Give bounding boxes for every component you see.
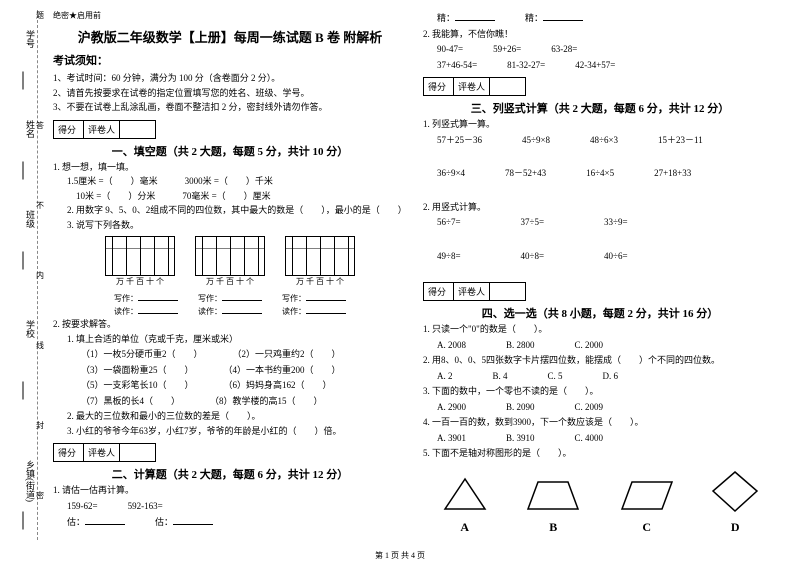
section-2-title: 二、计算题（共 2 大题，每题 6 分，共计 12 分） xyxy=(53,466,407,482)
q1-line: 1.5厘米 =（ ）毫米 3000米 =（ ）千米 xyxy=(53,175,407,189)
q1-line: 2. 用数字 9、5、0、2组成不同的四位数，其中最大的数是（ ），最小的是（ … xyxy=(53,204,407,218)
grader-label: 评卷人 xyxy=(84,121,120,138)
s4-q2: 2. 用8、0、0、5四张数字卡片摆四位数，能摆成（ ）个不同的四位数。 xyxy=(423,354,777,368)
score-box: 得分 评卷人 xyxy=(53,443,156,462)
q2a8: （8）教学楼的高15（ ） xyxy=(210,395,323,409)
option-b: B xyxy=(523,520,583,535)
abacus-label: 万 千 百 十 个 xyxy=(105,276,175,287)
option-a: A xyxy=(440,520,490,535)
q1-line: 3. 说写下列各数。 xyxy=(53,219,407,233)
binding-strip: 学号 姓名 班级 学校 乡镇(街道) xyxy=(8,10,38,540)
option-d: D xyxy=(710,520,760,535)
score-box: 得分 评卷人 xyxy=(53,120,156,139)
abacus-label: 万 千 百 十 个 xyxy=(285,276,355,287)
q2a1: （1）一枚5分硬币重2（ ） xyxy=(81,348,203,362)
section-3-title: 三、列竖式计算（共 2 大题，每题 6 分，共计 12 分） xyxy=(423,100,777,116)
trapezoid-icon xyxy=(523,474,583,514)
triangle-icon xyxy=(440,474,490,514)
classification: 绝密★启用前 xyxy=(53,10,407,21)
notice-item: 1、考试时间：60 分钟，满分为 100 分（含卷面分 2 分）。 xyxy=(53,72,407,85)
s2-q1: 1. 请估一估再计算。 xyxy=(53,484,407,498)
s4-q3: 3. 下面的数中，一个零也不读的是（ ）。 xyxy=(423,385,777,399)
abacus-icon xyxy=(105,236,175,276)
q2a4: （4）一本书约重200（ ） xyxy=(224,364,341,378)
q1-line: 10米 =（ ）分米 70毫米 =（ ）厘米 xyxy=(53,190,407,204)
option-c: C xyxy=(617,520,677,535)
score-blank xyxy=(120,121,155,138)
seal-line-markers: 题 答 不 内 线 封 密 xyxy=(36,0,46,540)
score-box: 得分 评卷人 xyxy=(423,282,526,301)
score-box: 得分 评卷人 xyxy=(423,77,526,96)
q2a: 1. 填上合适的单位（克或千克，厘米或米） xyxy=(53,333,407,347)
s4-q4: 4. 一百一百的数，数到3900，下一个数应该是（ ）。 xyxy=(423,416,777,430)
write-read-row: 写作：读作： 写作：读作： 写作：读作： xyxy=(53,291,407,317)
q2a5: （5）一支彩笔长10（ ） xyxy=(81,379,194,393)
parallelogram-icon xyxy=(617,474,677,514)
s4-q5: 5. 下面不是轴对称图形的是（ ）。 xyxy=(423,447,777,461)
s3-q1: 1. 列竖式算一算。 xyxy=(423,118,777,132)
q2c: 3. 小红的爷爷今年63岁，小红7岁，爷爷的年龄是小红的（ ）倍。 xyxy=(53,425,407,439)
notice-item: 2、请首先按要求在试卷的指定位置填写您的姓名、班级、学号。 xyxy=(53,87,407,100)
notice-item: 3、不要在试卷上乱涂乱画，卷面不整洁扣 2 分，密封线外请勿作答。 xyxy=(53,101,407,114)
diamond-icon xyxy=(710,469,760,514)
s2-q2: 2. 我能算，不信你瞧！ xyxy=(423,28,777,42)
left-column: 绝密★启用前 沪教版二年级数学【上册】每周一练试题 B 卷 附解析 考试须知： … xyxy=(45,10,415,545)
section-4-title: 四、选一选（共 8 小题，每题 2 分，共计 16 分） xyxy=(423,305,777,321)
section-1-title: 一、填空题（共 2 大题，每题 5 分，共计 10 分） xyxy=(53,143,407,159)
abacus-icon xyxy=(285,236,355,276)
q2: 2. 按要求解答。 xyxy=(53,318,407,332)
q2a7: （7）黑板的长4（ ） xyxy=(81,395,180,409)
notice-heading: 考试须知： xyxy=(53,52,407,68)
q2a6: （6）妈妈身高162（ ） xyxy=(224,379,332,393)
abacus-icon xyxy=(195,236,265,276)
abacus-row: 万 千 百 十 个 万 千 百 十 个 万 千 百 十 个 xyxy=(53,236,407,287)
q2b: 2. 最大的三位数和最小的三位数的差是（ ）。 xyxy=(53,410,407,424)
right-column: 精： 精： 2. 我能算，不信你瞧！ 90-47= 59+26= 63-28= … xyxy=(415,10,785,545)
q2a3: （3）一袋面粉重25（ ） xyxy=(81,364,194,378)
q1: 1. 想一想，填一填。 xyxy=(53,161,407,175)
exam-page: 绝密★启用前 沪教版二年级数学【上册】每周一练试题 B 卷 附解析 考试须知： … xyxy=(0,0,800,545)
score-label: 得分 xyxy=(54,121,84,138)
exam-title: 沪教版二年级数学【上册】每周一练试题 B 卷 附解析 xyxy=(53,27,407,46)
s4-q1: 1. 只读一个"0"的数是（ ）。 xyxy=(423,323,777,337)
page-footer: 第 1 页 共 4 页 xyxy=(0,550,800,561)
shape-options: A B C D xyxy=(423,469,777,535)
abacus-label: 万 千 百 十 个 xyxy=(195,276,265,287)
q2a2: （2）一只鸡重约2（ ） xyxy=(233,348,341,362)
s3-q2: 2. 用竖式计算。 xyxy=(423,201,777,215)
